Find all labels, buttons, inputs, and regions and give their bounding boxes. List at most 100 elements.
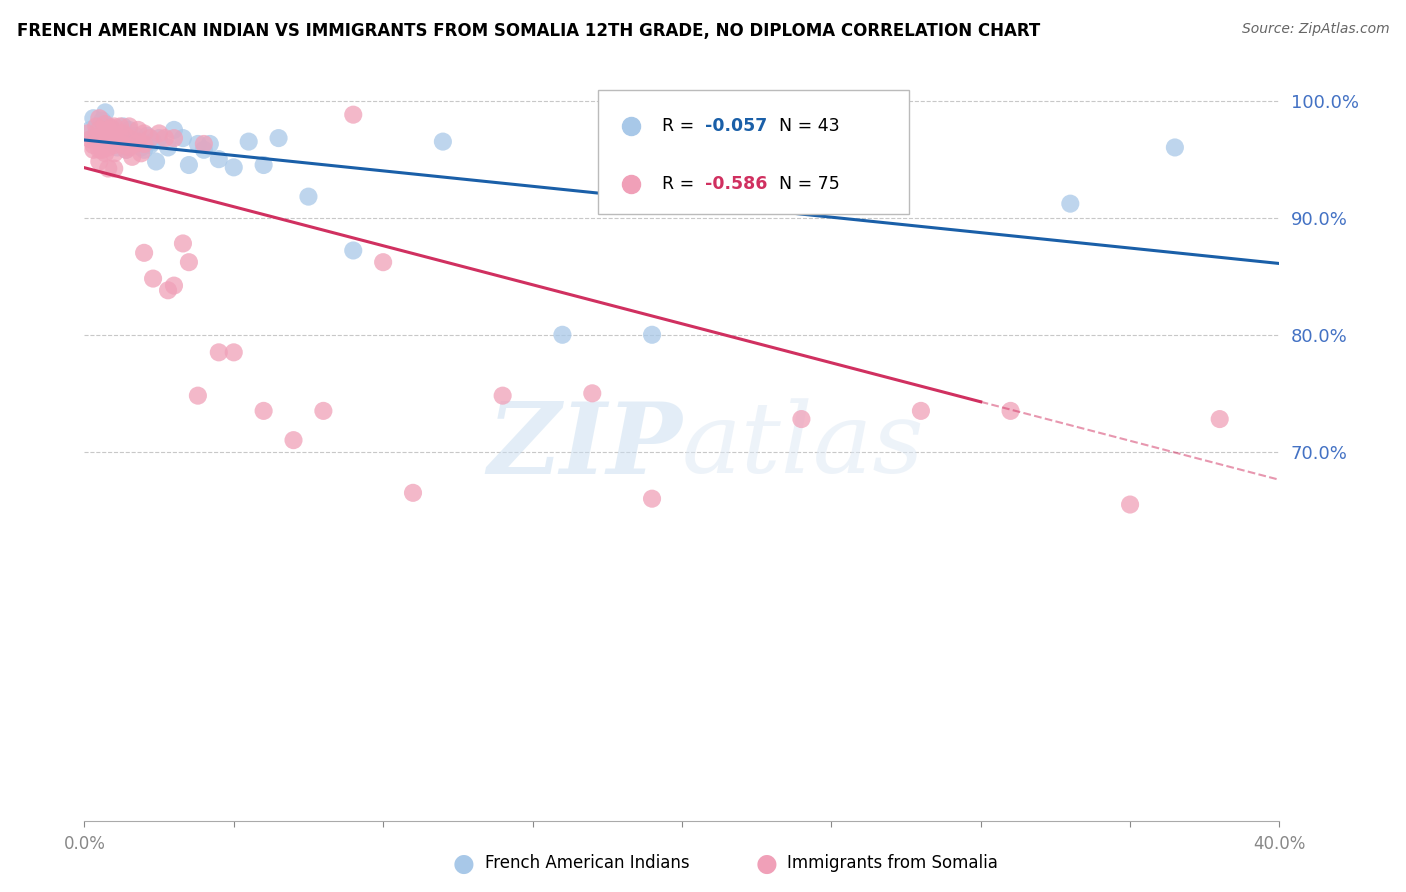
- Point: [193, 143, 215, 157]
- Point: [86, 127, 108, 141]
- Point: [118, 120, 141, 134]
- Point: [79, 123, 101, 137]
- Text: FRENCH AMERICAN INDIAN VS IMMIGRANTS FROM SOMALIA 12TH GRADE, NO DIPLOMA CORRELA: FRENCH AMERICAN INDIAN VS IMMIGRANTS FRO…: [17, 22, 1040, 40]
- Point: [163, 123, 186, 137]
- Point: [97, 123, 120, 137]
- Point: [89, 111, 111, 125]
- Point: [139, 138, 162, 153]
- Point: [139, 131, 162, 145]
- Point: [342, 244, 364, 258]
- Text: N = 43: N = 43: [768, 118, 839, 136]
- Point: [89, 123, 111, 137]
- Text: Immigrants from Somalia: Immigrants from Somalia: [787, 855, 998, 872]
- Point: [177, 255, 200, 269]
- Point: [91, 143, 114, 157]
- Point: [103, 128, 125, 143]
- Point: [132, 136, 156, 151]
- Point: [103, 161, 125, 176]
- Point: [641, 491, 664, 506]
- Point: [132, 127, 156, 141]
- Text: Source: ZipAtlas.com: Source: ZipAtlas.com: [1241, 22, 1389, 37]
- Point: [110, 131, 132, 145]
- Point: [89, 154, 111, 169]
- Point: [790, 412, 813, 426]
- Point: [671, 99, 693, 113]
- Point: [82, 143, 104, 157]
- Point: [127, 135, 149, 149]
- Point: [118, 131, 141, 145]
- Point: [94, 146, 117, 161]
- Point: [112, 120, 135, 134]
- Point: [103, 138, 125, 153]
- Point: [267, 131, 290, 145]
- Point: [1119, 498, 1142, 512]
- Point: [157, 283, 180, 297]
- Point: [112, 138, 135, 153]
- Point: [208, 345, 231, 359]
- Point: [193, 136, 215, 151]
- Point: [1164, 140, 1187, 154]
- Point: [145, 154, 167, 169]
- Point: [89, 131, 111, 145]
- Point: [551, 327, 574, 342]
- Point: [253, 404, 276, 418]
- Point: [373, 255, 395, 269]
- Point: [94, 117, 117, 131]
- Point: [105, 135, 128, 149]
- Text: -0.057: -0.057: [704, 118, 766, 136]
- Text: atlas: atlas: [682, 399, 925, 493]
- Point: [79, 132, 101, 146]
- Point: [157, 140, 180, 154]
- Point: [118, 123, 141, 137]
- Point: [82, 138, 104, 153]
- Point: [136, 128, 159, 143]
- Text: R =: R =: [662, 118, 699, 136]
- Point: [283, 433, 305, 447]
- Point: [86, 131, 108, 145]
- Point: [641, 327, 664, 342]
- Point: [253, 158, 276, 172]
- Point: [91, 113, 114, 128]
- Point: [142, 135, 165, 149]
- Point: [297, 189, 319, 203]
- Point: [153, 131, 176, 145]
- Point: [172, 236, 194, 251]
- Point: [172, 131, 194, 145]
- Point: [103, 120, 125, 134]
- Point: [198, 136, 221, 151]
- Point: [132, 143, 156, 157]
- Point: [94, 128, 117, 143]
- Point: [1059, 196, 1081, 211]
- Point: [208, 152, 231, 166]
- Point: [581, 386, 603, 401]
- Point: [115, 143, 138, 157]
- Point: [103, 146, 125, 161]
- Point: [97, 140, 120, 154]
- Point: [100, 131, 122, 145]
- Point: [118, 140, 141, 154]
- Text: ●: ●: [755, 852, 778, 875]
- Point: [82, 111, 104, 125]
- Point: [105, 140, 128, 154]
- Text: N = 75: N = 75: [768, 176, 839, 194]
- Point: [129, 146, 152, 161]
- Point: [910, 404, 932, 418]
- Point: [148, 131, 170, 145]
- Point: [432, 135, 454, 149]
- Point: [110, 120, 132, 134]
- Point: [94, 105, 117, 120]
- Point: [132, 245, 156, 260]
- Text: R =: R =: [662, 176, 699, 194]
- Point: [142, 271, 165, 285]
- Text: ZIP: ZIP: [486, 398, 682, 494]
- Point: [492, 389, 515, 403]
- Text: ●: ●: [453, 852, 475, 875]
- Point: [97, 161, 120, 176]
- Point: [1209, 412, 1232, 426]
- Point: [100, 135, 122, 149]
- Point: [342, 108, 364, 122]
- Point: [238, 135, 260, 149]
- Point: [124, 136, 146, 151]
- Point: [127, 135, 149, 149]
- Point: [97, 120, 120, 134]
